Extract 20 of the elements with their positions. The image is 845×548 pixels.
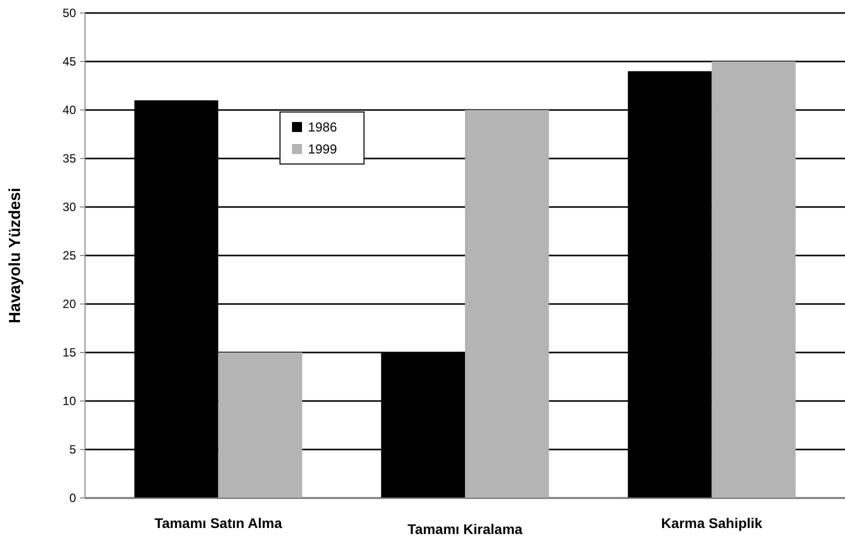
x-tick-label: Karma Sahiplik xyxy=(661,515,763,531)
legend-label: 1999 xyxy=(308,142,337,157)
y-tick-label: 15 xyxy=(62,346,76,360)
y-tick-label: 45 xyxy=(62,54,76,69)
y-axis-title: Havayolu Yüzdesi xyxy=(7,188,24,324)
bar xyxy=(218,352,302,498)
y-tick-label: 5 xyxy=(69,442,76,457)
y-tick-label: 20 xyxy=(62,297,76,312)
y-tick-label: 10 xyxy=(62,394,76,408)
y-tick-label: 25 xyxy=(62,248,76,263)
bar xyxy=(465,110,549,498)
bar xyxy=(712,62,796,498)
y-tick-label: 35 xyxy=(62,152,76,166)
x-tick-label: Tamamı Kiralama xyxy=(408,521,523,537)
y-tick-label: 40 xyxy=(62,103,76,118)
y-tick-label: 0 xyxy=(69,491,76,506)
x-tick-label: Tamamı Satın Alma xyxy=(154,515,282,531)
legend-label: 1986 xyxy=(308,120,337,135)
y-tick-label: 50 xyxy=(62,6,76,20)
y-tick-label: 30 xyxy=(62,200,76,214)
